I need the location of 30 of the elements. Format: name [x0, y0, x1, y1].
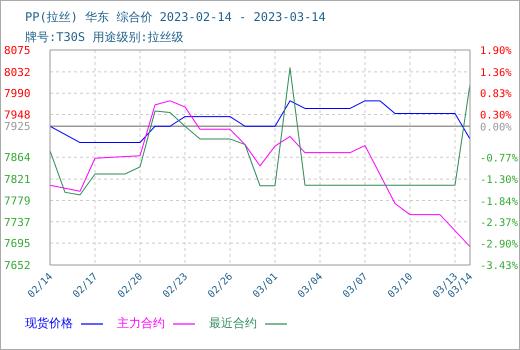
- legend-label: 最近合约: [209, 315, 257, 332]
- y-tick-label: 7652: [4, 259, 30, 272]
- chart-subtitle: 牌号:T30S 用途级别:拉丝级: [25, 29, 184, 46]
- y-tick-label: 7864: [4, 151, 31, 164]
- y2-tick-label: -2.90%: [480, 238, 519, 251]
- y2-tick-label: 0.83%: [480, 88, 512, 100]
- y-tick-label: 7695: [4, 237, 30, 250]
- y-tick-label: 7925: [4, 120, 30, 134]
- line-series: [50, 67, 470, 196]
- legend-label: 现货价格: [25, 315, 73, 332]
- y2-tick-label: -1.30%: [480, 174, 519, 186]
- y2-tick-label: 1.36%: [480, 66, 512, 79]
- y2-tick-label: -1.84%: [480, 196, 519, 208]
- line-series: [50, 100, 470, 248]
- chart-title: PP(拉丝) 华东 综合价 2023-02-14 - 2023-03-14: [25, 9, 326, 26]
- y-tick-label: 7779: [4, 194, 30, 208]
- y-tick-label: 7948: [4, 108, 30, 122]
- y-tick-label: 7821: [4, 173, 30, 186]
- y2-tick-label: 1.90%: [480, 45, 512, 57]
- y2-tick-label: -2.37%: [480, 217, 519, 230]
- y2-tick-label: 0.30%: [480, 110, 512, 122]
- y-tick-label: 7737: [4, 216, 30, 229]
- y2-tick-label: -0.77%: [480, 152, 519, 165]
- line-series: [50, 100, 470, 144]
- legend-label: 主力合约: [117, 315, 165, 332]
- y2-tick-label: 0.00%: [480, 122, 512, 134]
- y2-tick-label: -3.43%: [480, 260, 519, 272]
- y-tick-label: 8075: [4, 44, 30, 57]
- y-tick-label: 7990: [4, 87, 30, 100]
- y-tick-label: 8032: [4, 66, 30, 79]
